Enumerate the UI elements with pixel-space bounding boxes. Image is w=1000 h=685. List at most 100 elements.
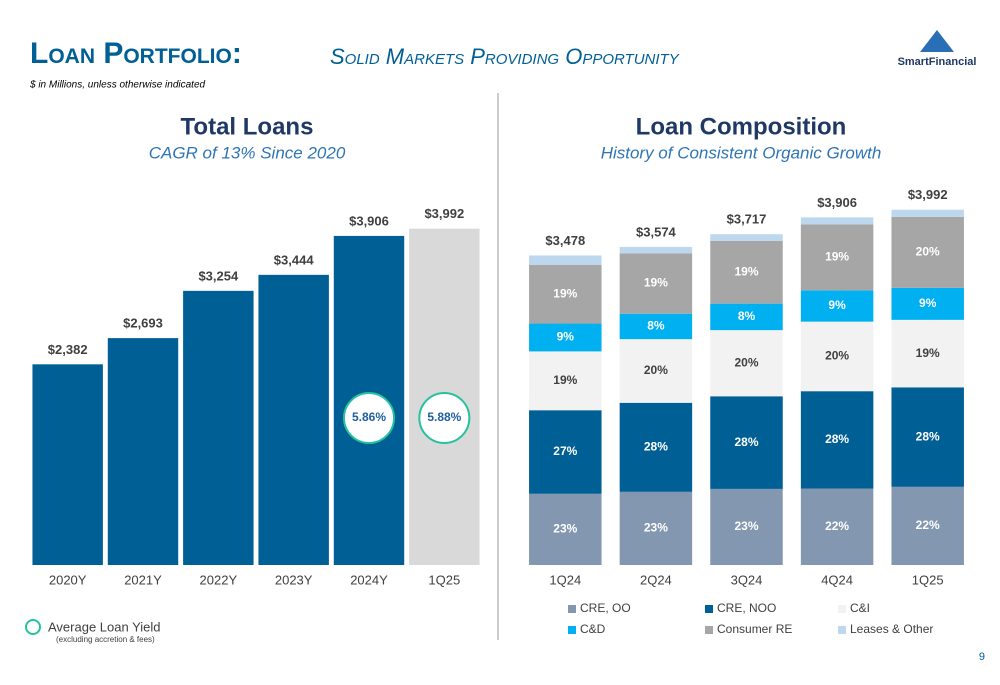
- segment-label: 9%: [919, 296, 937, 310]
- segment-label: 9%: [557, 330, 575, 344]
- segment-label: 19%: [553, 286, 577, 300]
- x-tick-label: 4Q24: [821, 572, 853, 587]
- units-note: $ in Millions, unless otherwise indicate…: [29, 80, 206, 91]
- total-label: $3,906: [817, 195, 857, 210]
- x-tick-label: 2Q24: [640, 572, 672, 587]
- x-tick-label: 1Q25: [912, 572, 944, 587]
- bar-segment: [891, 287, 964, 320]
- x-tick-label: 1Q25: [428, 572, 460, 587]
- legend-swatch: [705, 605, 713, 613]
- bar-segment: [800, 321, 874, 392]
- segment-label: 8%: [647, 319, 665, 333]
- page-number: 9: [979, 651, 985, 663]
- bar-segment: [710, 396, 783, 489]
- total-label: $3,478: [545, 233, 585, 248]
- legend-swatch: [838, 605, 846, 613]
- legend-label: C&D: [580, 622, 606, 636]
- bar-segment: [800, 391, 874, 489]
- yield-label: 5.86%: [352, 410, 386, 424]
- bar-segment: [529, 255, 602, 265]
- bar: [258, 274, 329, 565]
- value-label: $2,382: [48, 342, 88, 357]
- bar-segment: [529, 410, 602, 494]
- x-tick-label: 2022Y: [200, 572, 238, 587]
- bar-segment: [710, 234, 783, 241]
- title-main: Loan Portfolio:: [30, 37, 242, 70]
- segment-label: 23%: [734, 519, 758, 533]
- legend-label: CRE, OO: [580, 601, 631, 615]
- value-label: $2,693: [123, 316, 163, 331]
- chart-subtitle: CAGR of 13% Since 2020: [149, 143, 346, 162]
- chart-subtitle: History of Consistent Organic Growth: [601, 143, 882, 162]
- legend-label: C&I: [850, 601, 870, 615]
- bar-segment: [891, 209, 964, 217]
- segment-label: 19%: [916, 346, 940, 360]
- segment-label: 19%: [734, 264, 758, 278]
- legend-note: (excluding accretion & fees): [56, 635, 155, 644]
- bar: [107, 338, 179, 565]
- total-label: $3,992: [908, 187, 948, 202]
- segment-label: 9%: [828, 298, 846, 312]
- bar: [183, 290, 254, 565]
- segment-label: 20%: [825, 349, 849, 363]
- x-tick-label: 2024Y: [350, 572, 388, 587]
- segment-label: 28%: [644, 439, 668, 453]
- bar-segment: [710, 488, 783, 565]
- legend-swatch: [568, 605, 576, 613]
- x-tick-label: 3Q24: [731, 572, 763, 587]
- segment-label: 19%: [644, 276, 668, 290]
- yield-marker: [418, 392, 471, 444]
- legend-label: Consumer RE: [717, 622, 792, 636]
- segment-label: 22%: [825, 519, 849, 533]
- legend-marker: [25, 619, 41, 635]
- value-label: $3,254: [198, 268, 239, 283]
- legend-label: Average Loan Yield: [48, 619, 161, 634]
- segment-label: 8%: [738, 309, 756, 323]
- yield-marker: [343, 392, 395, 444]
- bar-segment: [891, 216, 964, 288]
- segment-label: 23%: [644, 521, 668, 535]
- segment-label: 20%: [644, 363, 668, 377]
- segment-label: 20%: [734, 355, 758, 369]
- segment-label: 28%: [825, 432, 849, 446]
- legend-label: CRE, NOO: [717, 601, 776, 615]
- yield-label: 5.88%: [427, 410, 461, 424]
- bar-segment: [800, 217, 874, 225]
- logo: SmartFinancial: [898, 30, 977, 68]
- bar-segment: [710, 330, 783, 397]
- segment-label: 19%: [825, 250, 849, 264]
- bar-segment: [710, 303, 783, 331]
- value-label: $3,992: [424, 206, 464, 221]
- x-tick-label: 2021Y: [124, 572, 162, 587]
- segment-label: 27%: [553, 444, 577, 458]
- bar-segment: [891, 486, 964, 565]
- bar-segment: [529, 493, 602, 565]
- bar-segment: [529, 323, 602, 352]
- bar-segment: [619, 253, 693, 314]
- bar-segment: [619, 339, 693, 403]
- segment-label: 28%: [734, 435, 758, 449]
- bar-segment: [710, 240, 783, 304]
- segment-label: 19%: [553, 373, 577, 387]
- logo-text: SmartFinancial: [898, 56, 977, 68]
- segment-label: 23%: [553, 522, 577, 536]
- total-label: $3,574: [636, 224, 677, 239]
- bar-segment: [529, 351, 602, 411]
- bar-segment: [800, 290, 874, 322]
- bar-segment: [891, 319, 964, 388]
- chart-title: Loan Composition: [636, 113, 847, 140]
- bar-segment: [619, 491, 693, 565]
- x-tick-label: 2020Y: [49, 572, 87, 587]
- segment-label: 28%: [916, 429, 940, 443]
- bar: [32, 364, 103, 565]
- value-label: $3,906: [349, 213, 389, 228]
- value-label: $3,444: [274, 252, 315, 267]
- legend-label: Leases & Other: [850, 622, 933, 636]
- x-tick-label: 2023Y: [275, 572, 313, 587]
- bar-segment: [800, 488, 874, 565]
- segment-label: 20%: [916, 245, 940, 259]
- bar-segment: [800, 224, 874, 291]
- segment-label: 22%: [916, 518, 940, 532]
- legend-swatch: [568, 626, 576, 634]
